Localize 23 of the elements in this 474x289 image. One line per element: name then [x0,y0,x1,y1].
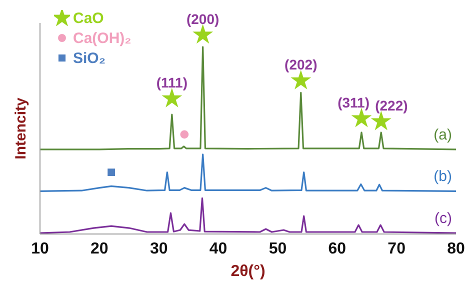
series-label: (a) [434,126,452,144]
legend-label: CaO [73,10,104,26]
legend-label: SiO₂ [73,50,106,66]
x-tick-label: 10 [31,240,49,258]
legend-label: Ca(OH)₂ [73,30,132,46]
annotation: (222) [375,98,408,114]
x-tick-label: 80 [447,240,465,258]
series-label: (c) [434,210,452,228]
annotation: (202) [284,56,318,73]
x-tick-label: 50 [268,240,287,258]
x-tick-label: 20 [90,240,108,258]
x-tick-label: 30 [150,240,168,258]
x-axis-title: 2θ(°) [230,263,266,280]
x-tick-label: 40 [209,240,228,258]
annotation: (311) [338,94,370,111]
point [108,168,116,176]
y-axis-title: Intencity [12,97,30,160]
x-tick-label: 70 [388,240,406,258]
annotation: (200) [186,10,220,27]
annotation: (111) [156,74,188,91]
point [180,130,189,139]
series-label: (b) [434,168,452,186]
x-tick-label: 60 [328,240,346,258]
